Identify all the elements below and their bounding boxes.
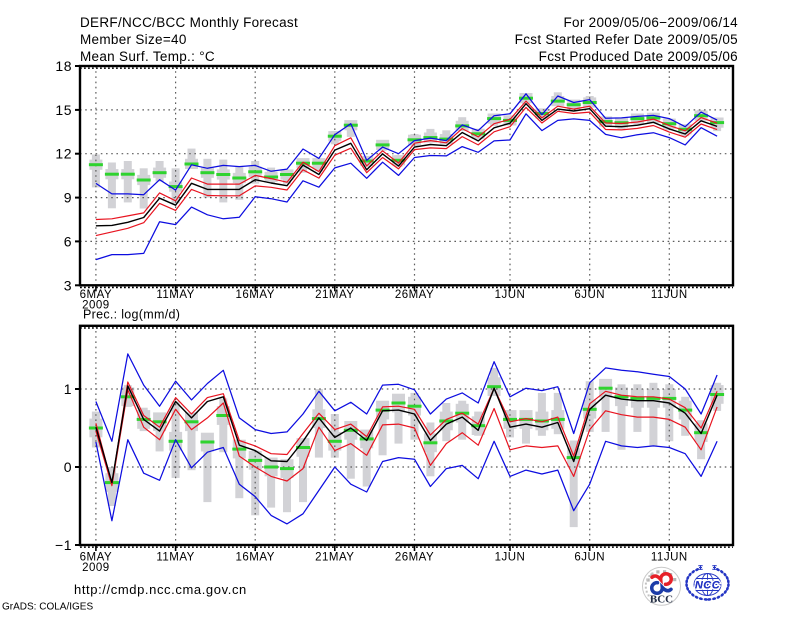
svg-text:Fcst Started Refer Date 2009/0: Fcst Started Refer Date 2009/05/05 [515,32,738,47]
svg-text:26MAY: 26MAY [395,552,434,564]
svg-text:NCC: NCC [695,580,721,592]
svg-text:12: 12 [55,146,72,162]
svg-text:GrADS: COLA/IGES: GrADS: COLA/IGES [2,602,93,613]
svg-text:Fcst Produced Date 2009/05/06: Fcst Produced Date 2009/05/06 [539,49,738,64]
svg-text:0: 0 [64,459,72,475]
svg-text:6MAY: 6MAY [80,552,112,564]
svg-text:15: 15 [55,102,72,118]
svg-text:9: 9 [64,190,72,206]
svg-text:2009: 2009 [82,562,110,574]
svg-text:−1: −1 [55,537,72,553]
svg-text:NCC: NCC [695,580,721,592]
svg-text:6JUN: 6JUN [574,552,605,564]
svg-text:1: 1 [64,381,72,397]
svg-text:26MAY: 26MAY [395,289,434,301]
svg-text:1JUN: 1JUN [495,552,526,564]
svg-text:Mean Surf. Temp.: °C: Mean Surf. Temp.: °C [80,49,215,64]
svg-text:3: 3 [64,277,72,293]
svg-text:21MAY: 21MAY [315,552,354,564]
svg-text:11MAY: 11MAY [156,552,195,564]
svg-text:Prec.: log(mm/d): Prec.: log(mm/d) [83,308,180,322]
svg-text:2009: 2009 [82,300,110,312]
svg-text:6: 6 [64,233,72,249]
svg-text:Member Size=40: Member Size=40 [80,32,187,47]
svg-text:11MAY: 11MAY [156,289,195,301]
svg-text:http://cmdp.ncc.cma.gov.cn: http://cmdp.ncc.cma.gov.cn [74,582,247,597]
svg-text:16MAY: 16MAY [236,289,275,301]
svg-text:11JUN: 11JUN [651,552,688,564]
svg-text:6JUN: 6JUN [574,289,605,301]
svg-text:6MAY: 6MAY [80,289,112,301]
svg-text:DERF/NCC/BCC Monthly Forecast: DERF/NCC/BCC Monthly Forecast [80,15,298,30]
svg-text:11JUN: 11JUN [651,289,688,301]
svg-text:For 2009/05/06−2009/06/14: For 2009/05/06−2009/06/14 [563,15,738,30]
svg-text:16MAY: 16MAY [236,552,275,564]
svg-text:BCC: BCC [650,594,673,606]
svg-text:18: 18 [55,58,72,74]
svg-text:1JUN: 1JUN [495,289,526,301]
svg-text:21MAY: 21MAY [315,289,354,301]
